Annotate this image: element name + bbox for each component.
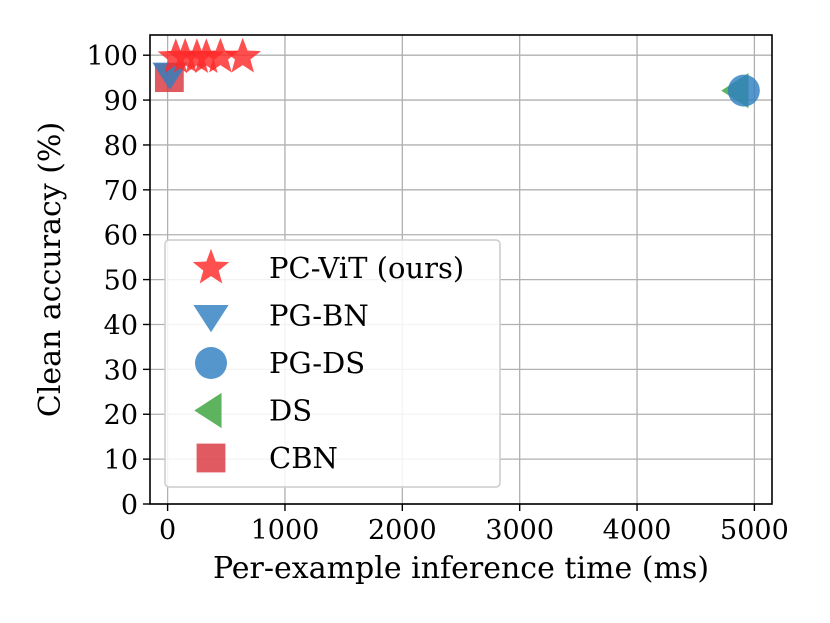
point-pc-vit-ours: [188, 38, 225, 73]
x-tick-label: 0: [159, 515, 176, 546]
point-pg-ds: [727, 74, 760, 107]
legend-label: PG-DS: [269, 346, 365, 380]
legend-marker: [192, 248, 230, 284]
y-tick-label: 90: [104, 86, 138, 117]
y-tick-label: 20: [104, 400, 138, 431]
y-tick-label: 80: [104, 131, 138, 162]
y-tick-label: 60: [104, 221, 138, 252]
plot-frame: [149, 34, 773, 505]
y-tick-label: 30: [104, 355, 138, 386]
legend-label: PC-ViT (ours): [269, 251, 464, 285]
x-tick-label: 2000: [368, 515, 437, 546]
legend-marker: [194, 392, 222, 429]
y-tick-label: 100: [86, 41, 138, 72]
legend-marker: [196, 443, 226, 473]
y-tick-label: 40: [104, 310, 138, 341]
legend-marker: [195, 347, 227, 379]
legend-label: PG-BN: [269, 299, 369, 333]
x-axis-title: Per-example inference time (ms): [213, 551, 709, 586]
point-pc-vit-ours: [224, 37, 261, 73]
legend-label: CBN: [269, 441, 338, 475]
y-axis-title: Clean accuracy (%): [33, 122, 68, 417]
legend-marker: [193, 304, 229, 333]
y-tick-label: 50: [104, 266, 138, 297]
point-pc-vit-ours: [202, 37, 239, 73]
x-tick-label: 1000: [251, 515, 320, 546]
y-tick-label: 10: [104, 445, 138, 476]
legend-label: DS: [269, 394, 312, 428]
legend: PC-ViT (ours) PG-BN PG-DS DS CBN: [164, 239, 501, 488]
data-points: [152, 37, 760, 109]
x-tick-label: 3000: [485, 515, 554, 546]
y-tick-label: 70: [104, 176, 138, 207]
axis-ticks: 0 1000 2000 3000 4000 5000 0 10 20 30 40 50 60 70 80 90…: [86, 41, 788, 546]
x-tick-label: 5000: [720, 515, 789, 546]
x-tick-label: 4000: [603, 515, 672, 546]
legend-items: PC-ViT (ours) PG-BN PG-DS DS CBN: [192, 248, 464, 475]
point-pg-bn: [152, 62, 188, 90]
y-tick-label: 0: [121, 490, 138, 521]
legend-box: [164, 239, 501, 488]
